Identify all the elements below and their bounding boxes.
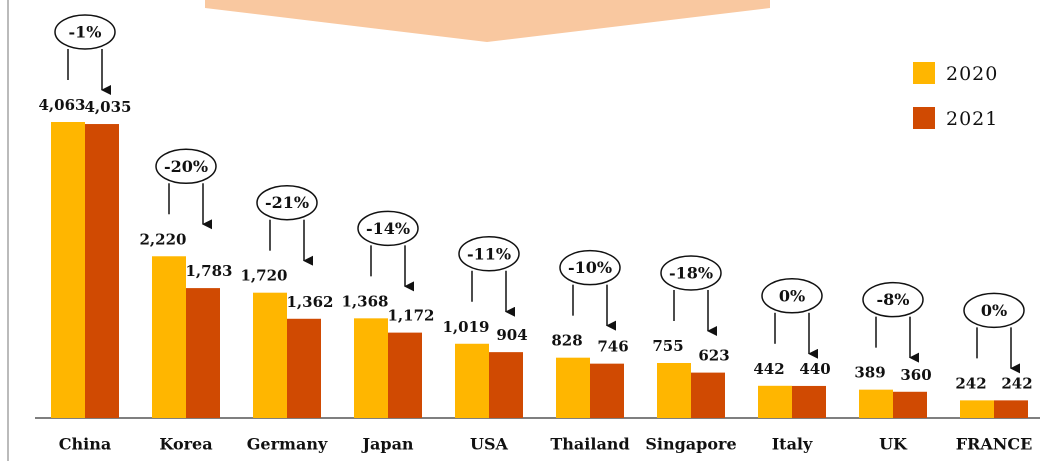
bar (556, 357, 590, 418)
data-label: 242 (955, 374, 986, 392)
data-label: 1,362 (287, 293, 334, 311)
x-tick-label: Germany (247, 435, 328, 454)
x-tick-label: USA (470, 435, 509, 454)
bar (994, 400, 1028, 418)
legend-swatch (913, 62, 935, 84)
legend-swatch (913, 107, 935, 129)
x-tick-label: UK (879, 435, 908, 454)
data-label: 1,368 (342, 292, 389, 310)
bar (960, 400, 994, 418)
bar (388, 332, 422, 418)
change-label: -20% (164, 157, 208, 176)
bar (758, 385, 792, 418)
bar (354, 318, 388, 418)
data-label: 242 (1001, 374, 1032, 392)
data-label: 2,220 (140, 230, 187, 248)
bar (455, 343, 489, 418)
change-label: -10% (568, 258, 612, 277)
change-bubble (155, 148, 217, 185)
data-label: 623 (698, 347, 729, 365)
legend-text: 2020 (946, 63, 998, 85)
x-tick-label: Japan (360, 435, 413, 454)
change-label: -11% (467, 244, 511, 263)
change-bubble (559, 249, 621, 286)
bar (253, 292, 287, 418)
data-label: 828 (551, 332, 582, 350)
data-label: 4,035 (85, 98, 132, 116)
data-label: 904 (496, 326, 527, 344)
data-label: 442 (753, 360, 784, 378)
change-label: -14% (366, 219, 410, 238)
x-tick-label: Italy (772, 435, 813, 454)
change-bubble (862, 281, 924, 318)
data-label: 4,063 (39, 96, 86, 114)
bar (186, 288, 220, 418)
bar (657, 362, 691, 418)
change-bubble (458, 236, 520, 272)
x-tick-label: Korea (159, 435, 212, 454)
data-label: 1,720 (241, 267, 288, 285)
bar (85, 124, 119, 419)
header-shape (205, 0, 770, 42)
bar (152, 256, 186, 418)
change-bubble (963, 292, 1025, 329)
bar (489, 352, 523, 418)
change-bubble (357, 210, 419, 247)
change-bubble (54, 14, 116, 50)
data-label: 1,019 (443, 318, 490, 336)
change-label: 0% (779, 286, 805, 305)
bar (287, 318, 321, 418)
x-tick-label: FRANCE (956, 435, 1033, 454)
data-label: 389 (854, 364, 885, 382)
bar (792, 385, 826, 418)
change-label: -21% (265, 193, 309, 212)
x-tick-label: Thailand (550, 435, 629, 454)
bar (691, 372, 725, 418)
change-label: -8% (877, 290, 910, 309)
change-bubble (660, 255, 722, 291)
x-tick-label: Singapore (645, 435, 736, 454)
legend-text: 2021 (946, 108, 998, 130)
data-label: 746 (597, 338, 628, 356)
change-bubble (256, 184, 318, 221)
change-label: -18% (669, 263, 713, 282)
data-label: 1,172 (388, 307, 435, 325)
data-label: 755 (652, 337, 683, 355)
change-bubble (761, 278, 823, 314)
data-label: 440 (799, 360, 830, 378)
bar (893, 391, 927, 418)
data-label: 360 (900, 366, 931, 384)
bar (859, 389, 893, 418)
bar (590, 363, 624, 418)
change-label: 0% (981, 301, 1007, 320)
data-label: 1,783 (186, 262, 233, 280)
x-tick-label: China (59, 435, 111, 454)
bar (51, 122, 85, 418)
change-label: -1% (69, 23, 102, 42)
